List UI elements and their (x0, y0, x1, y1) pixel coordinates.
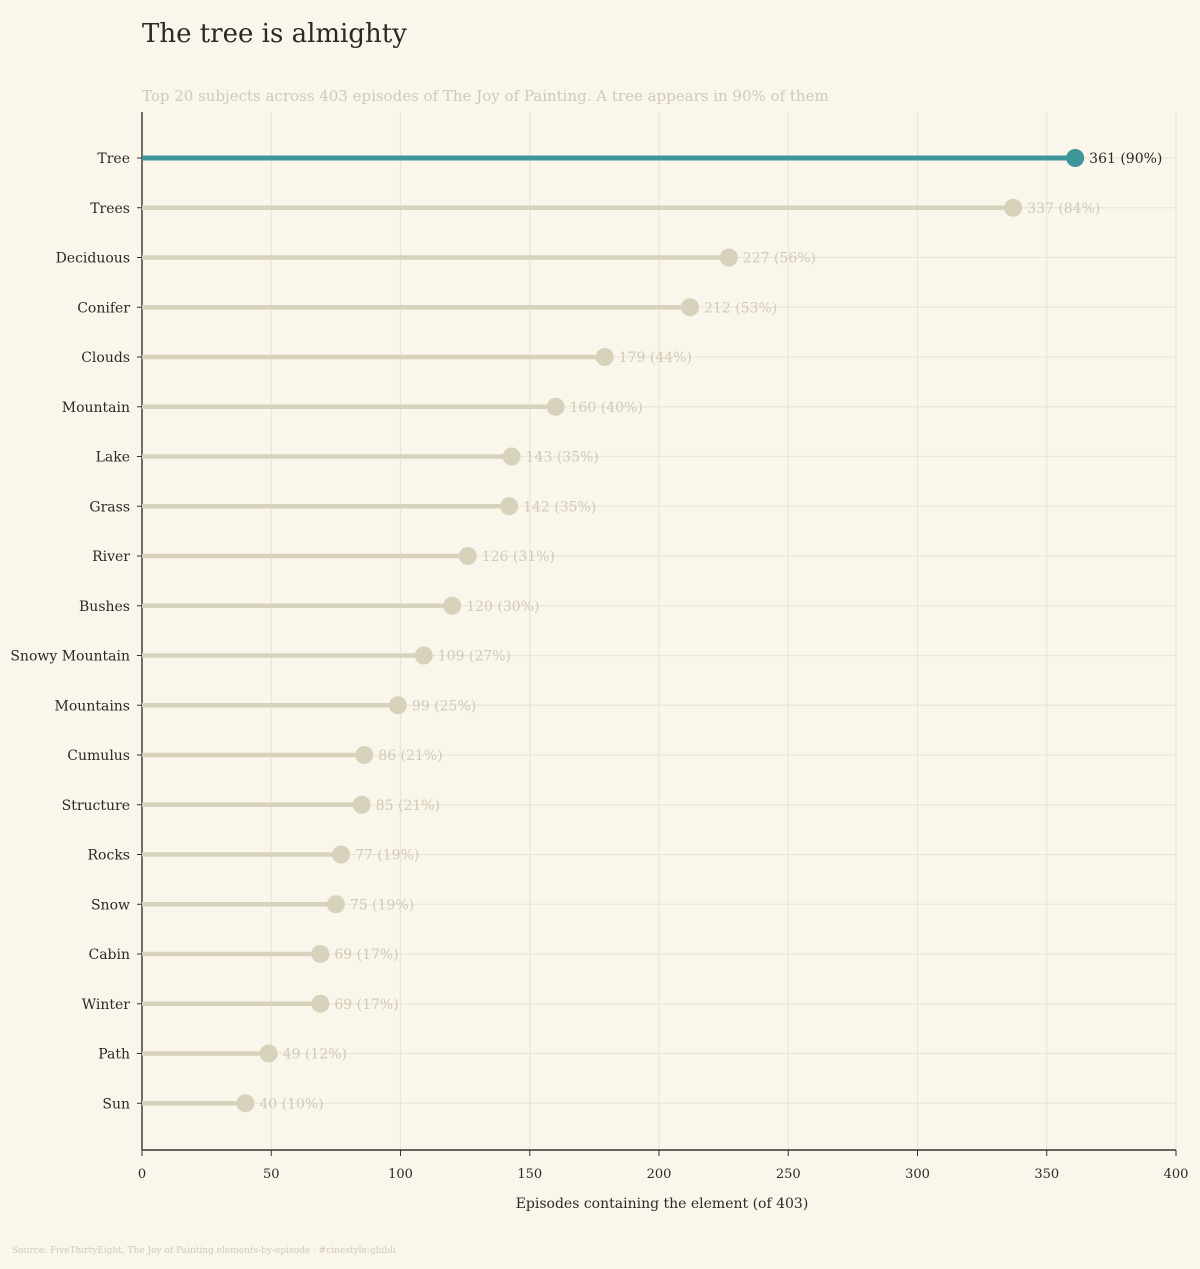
data-label: 143 (35%) (526, 450, 599, 466)
lollipop-dot (595, 348, 614, 366)
x-tick-label: 150 (517, 1167, 542, 1182)
lollipop-dot (332, 845, 351, 864)
y-tick-label: Deciduous (56, 251, 130, 267)
lollipop-dot (719, 248, 738, 267)
lollipop-dot (546, 397, 565, 416)
chart-title: The tree is almighty (142, 19, 407, 49)
lollipop-dot (500, 497, 519, 516)
y-tick-label: Cumulus (67, 748, 130, 764)
x-tick-label: 50 (263, 1167, 280, 1182)
x-tick-label: 200 (647, 1167, 672, 1182)
data-label: 142 (35%) (523, 499, 596, 515)
lollipop-marks: 361 (90%) 337 (84%) 227 (56%) 212 (53%) 179 … (142, 149, 1162, 1113)
data-label: 337 (84%) (1027, 201, 1100, 217)
lollipop-dot (259, 1044, 278, 1063)
data-label: 120 (30%) (466, 599, 539, 615)
y-tick-label: Mountains (55, 698, 130, 714)
lollipop-dot (443, 596, 462, 615)
data-label: 85 (21%) (376, 798, 440, 814)
x-tick-label: 0 (138, 1167, 146, 1182)
lollipop-dot (388, 696, 407, 715)
x-tick-label: 250 (776, 1167, 801, 1182)
data-label: 126 (31%) (482, 549, 555, 565)
source-caption: Source: FiveThirtyEight, The Joy of Pain… (12, 1246, 396, 1256)
lollipop-dot (414, 646, 433, 665)
lollipop-dot (311, 945, 330, 963)
y-tick-label: Tree (97, 151, 130, 167)
x-tick-label: 400 (1164, 1167, 1189, 1182)
data-label: 75 (19%) (350, 897, 414, 913)
data-label: 40 (10%) (259, 1096, 323, 1112)
lollipop-dot (1004, 198, 1023, 217)
y-tick-label: Sun (102, 1096, 130, 1112)
data-label: 86 (21%) (378, 748, 442, 764)
data-label: 99 (25%) (412, 698, 476, 714)
lollipop-dot (326, 895, 345, 914)
lollipop-dot (236, 1094, 255, 1113)
y-tick-label: Winter (82, 997, 131, 1013)
data-label: 69 (17%) (334, 947, 398, 963)
grid (142, 112, 1177, 1150)
data-label: 361 (90%) (1089, 151, 1162, 167)
lollipop-dot (355, 746, 374, 764)
y-tick-label: Snow (91, 897, 130, 913)
y-tick-label: Lake (96, 450, 130, 466)
y-tick-label: Snowy Mountain (10, 649, 130, 665)
lollipop-dot (352, 795, 371, 814)
x-tick-label: 100 (388, 1167, 413, 1182)
data-label: 49 (12%) (283, 1047, 347, 1063)
data-label: 109 (27%) (438, 649, 511, 665)
y-tick-label: Conifer (77, 300, 130, 316)
lollipop-dot (1066, 149, 1085, 167)
lollipop-dot (502, 447, 521, 466)
y-tick-label: Grass (89, 499, 130, 515)
x-tick-label: 350 (1034, 1167, 1059, 1182)
lollipop-dot (458, 547, 477, 565)
y-tick-label: Structure (62, 798, 130, 814)
y-tick-label: Path (98, 1047, 130, 1063)
x-tick-label: 300 (905, 1167, 930, 1182)
chart-subtitle: Top 20 subjects across 403 episodes of T… (142, 87, 829, 105)
y-tick-label: Clouds (81, 350, 130, 366)
data-label: 77 (19%) (355, 848, 419, 864)
y-tick-label: Cabin (88, 947, 130, 963)
axes: 0 50 100 150 200 250 300 350 400 Tree Trees Deciduo… (10, 112, 1188, 1182)
data-label: 160 (40%) (570, 400, 643, 416)
data-label: 69 (17%) (334, 997, 398, 1013)
data-label: 212 (53%) (704, 300, 777, 316)
y-tick-label: Mountain (62, 400, 130, 416)
y-tick-label: Bushes (79, 599, 130, 615)
lollipop-dot (681, 298, 700, 317)
lollipop-dot (311, 994, 330, 1013)
data-label: 227 (56%) (743, 251, 816, 267)
y-tick-label: Rocks (88, 848, 130, 864)
data-label: 179 (44%) (619, 350, 692, 366)
y-tick-label: River (92, 549, 130, 565)
x-axis-label: Episodes containing the element (of 403) (516, 1196, 809, 1212)
y-tick-label: Trees (90, 201, 130, 217)
